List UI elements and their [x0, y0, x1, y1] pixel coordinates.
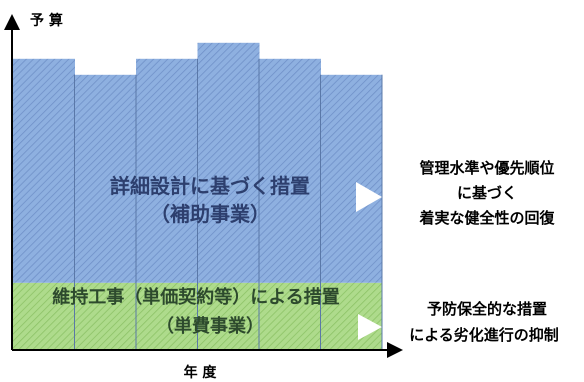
upper-result-text: 管理水準や優先順位 に基づく 着実な健全性の回復 — [418, 159, 555, 227]
lower-result-arrow — [358, 314, 382, 340]
upper-segment-bar-5 — [259, 58, 321, 283]
y-axis-label: 予 算 — [30, 12, 63, 29]
upper-segment-bar-2 — [74, 74, 137, 283]
x-axis-label: 年 度 — [184, 364, 218, 381]
lower-segment-bar-5 — [259, 282, 321, 350]
upper-segment-bar-1 — [13, 58, 75, 283]
upper-region-label: 詳細設計に基づく措置 （補助事業） — [110, 174, 310, 226]
lower-region-label-line1: 維持工事（単価契約等）による措置 — [52, 286, 339, 308]
lower-segment-bar-6 — [320, 282, 383, 350]
upper-region-label-line2: （補助事業） — [150, 202, 270, 226]
upper-region-label-line1: 詳細設計に基づく措置 — [110, 174, 310, 198]
upper-segment-bar-6 — [320, 74, 383, 283]
lower-segment-bar-2 — [74, 282, 137, 350]
upper-result-line3: 着実な健全性の回復 — [418, 209, 555, 227]
lower-segment-bar-1 — [13, 282, 75, 350]
bar-dividers — [74, 58, 383, 350]
upper-segment-bar-3 — [136, 58, 198, 283]
upper-result-arrow — [356, 182, 382, 212]
lower-result-line1: 予防保全的な措置 — [427, 300, 547, 318]
lower-region-label: 維持工事（単価契約等）による措置 （単費事業） — [52, 286, 339, 337]
upper-result-line1: 管理水準や優先順位 — [419, 159, 554, 177]
bars-group — [13, 42, 383, 350]
upper-result-line2: に基づく — [457, 184, 517, 202]
lower-result-line2: による劣化進行の抑制 — [409, 326, 559, 344]
lower-segment-bar-4 — [197, 282, 260, 350]
lower-region-label-line2: （単費事業） — [156, 315, 264, 337]
lower-result-text: 予防保全的な措置 による劣化進行の抑制 — [409, 300, 559, 344]
lower-segment-bar-3 — [136, 282, 198, 350]
upper-segment-bar-4 — [197, 42, 260, 283]
